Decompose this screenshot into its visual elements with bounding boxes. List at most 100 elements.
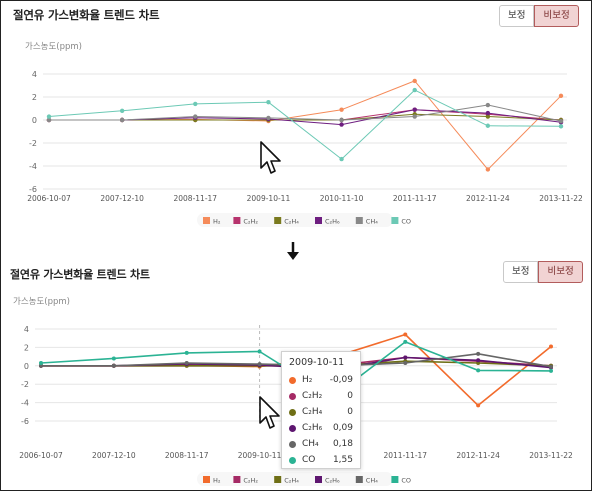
data-tooltip: 2009-10-11 H₂ -0,09 C₂H₂ 0 C₂H₄ 0 C₂H₆ 0… [281, 351, 361, 469]
data-point [184, 361, 189, 366]
correction-toggle: 보정 비보정 [503, 261, 583, 283]
y-tick-label: -6 [21, 417, 29, 426]
uncorrected-button[interactable]: 비보정 [538, 261, 583, 283]
x-tick-label: 2007-12-10 [92, 451, 136, 460]
series-dot-icon [289, 392, 296, 400]
y-tick-label: -2 [29, 139, 37, 148]
tooltip-series-value: 0 [347, 391, 353, 401]
data-point [549, 368, 553, 373]
tooltip-row: C₂H₆ 0,09 [289, 420, 353, 436]
data-point [39, 361, 43, 366]
data-point [257, 349, 262, 354]
tooltip-series-value: 0,09 [332, 423, 353, 433]
data-point [403, 332, 408, 337]
legend-swatch [355, 476, 363, 483]
data-point [193, 101, 198, 107]
arrow-down-icon [287, 242, 299, 260]
data-point [119, 117, 125, 123]
legend-entry: C₂H₄ [284, 218, 299, 226]
data-point [485, 114, 491, 119]
uncorrected-button[interactable]: 비보정 [534, 5, 579, 27]
correction-toggle: 보정 비보정 [499, 5, 579, 27]
x-tick-label: 2007-12-10 [100, 194, 144, 203]
x-tick-label: 2011-11-17 [393, 194, 437, 203]
series-line-3 [49, 109, 562, 126]
legend-entry: C₂H₂ [243, 218, 258, 226]
data-point [339, 117, 344, 123]
series-line-0 [49, 80, 562, 170]
legend-entry: C₂H₆ [325, 477, 340, 485]
data-point [266, 115, 271, 121]
tooltip-series-name: H₂ [302, 375, 313, 385]
y-tick-label: 2 [24, 343, 29, 352]
series-line-4 [49, 104, 562, 122]
tooltip-date: 2009-10-11 [289, 357, 345, 368]
mouse-cursor-icon [260, 141, 281, 174]
legend-swatch [315, 476, 322, 483]
legend-entry: CH₄ [366, 218, 378, 226]
x-tick-label: 2009-10-11 [247, 194, 291, 203]
legend-entry: C₂H₄ [284, 477, 299, 485]
tooltip-row: H₂ -0,09 [289, 372, 353, 388]
data-point [558, 124, 564, 129]
legend-swatch [391, 217, 399, 224]
legend-swatch [203, 476, 210, 483]
legend-entry: H₂ [213, 477, 221, 485]
x-tick-label: 2012-11-24 [456, 451, 500, 460]
y-tick-label: 0 [24, 362, 29, 371]
corrected-button[interactable]: 보정 [499, 5, 535, 27]
legend-entry: H₂ [213, 218, 221, 226]
data-point [485, 123, 491, 128]
x-tick-label: 2006-10-07 [19, 451, 63, 460]
data-point [266, 99, 271, 105]
legend-swatch [274, 217, 282, 224]
legend-swatch [233, 217, 241, 224]
data-point [476, 361, 481, 366]
data-point [412, 78, 417, 84]
data-point [184, 350, 189, 355]
data-point [476, 403, 481, 408]
legend-swatch [274, 476, 282, 483]
trend-chart-panel-before: 절연유 가스변화율 트렌드 차트 보정 비보정 가스농도(ppm) 4 2 0 -2 -4… [1, 1, 591, 233]
tooltip-series-value: 0 [347, 407, 353, 417]
data-point [412, 107, 417, 112]
series-dot-icon [289, 424, 296, 432]
tooltip-series-value: 1,55 [332, 455, 353, 465]
tooltip-series-name: C₂H₄ [302, 407, 323, 417]
data-point [46, 114, 52, 119]
tooltip-row: C₂H₄ 0 [289, 404, 353, 420]
data-point [485, 167, 491, 172]
tooltip-series-value: -0,09 [329, 375, 353, 385]
data-point [403, 355, 408, 360]
data-point [403, 361, 408, 366]
legend-entry: CH₄ [366, 477, 378, 485]
data-point [485, 102, 491, 108]
data-point [549, 364, 553, 369]
data-point [119, 108, 125, 114]
data-point [412, 87, 417, 93]
data-point [193, 114, 198, 119]
legend-swatch [233, 476, 241, 483]
data-point [111, 356, 116, 361]
data-point [111, 363, 116, 368]
chart-title: 절연유 가스변화율 트렌드 차트 [13, 8, 160, 22]
y-axis-label: 가스농도(ppm) [13, 297, 70, 307]
legend-entry: CO [401, 218, 411, 226]
legend-swatch [355, 217, 363, 224]
x-tick-label: 2012-11-24 [466, 194, 510, 203]
x-tick-label: 2013-11-22 [539, 194, 583, 203]
y-tick-label: 4 [32, 70, 37, 79]
data-point [558, 93, 564, 99]
legend-entry: C₂H₆ [325, 218, 340, 226]
x-tick-label: 2009-10-11 [238, 451, 282, 460]
tooltip-row: C₂H₂ 0 [289, 388, 353, 404]
series-dot-icon [289, 408, 296, 416]
y-axis-label: 가스농도(ppm) [25, 42, 82, 52]
tooltip-series-name: CH₄ [302, 439, 319, 449]
corrected-button[interactable]: 보정 [503, 261, 539, 283]
series-dot-icon [289, 376, 296, 384]
x-tick-label: 2010-11-10 [320, 194, 364, 203]
data-point [485, 110, 491, 116]
